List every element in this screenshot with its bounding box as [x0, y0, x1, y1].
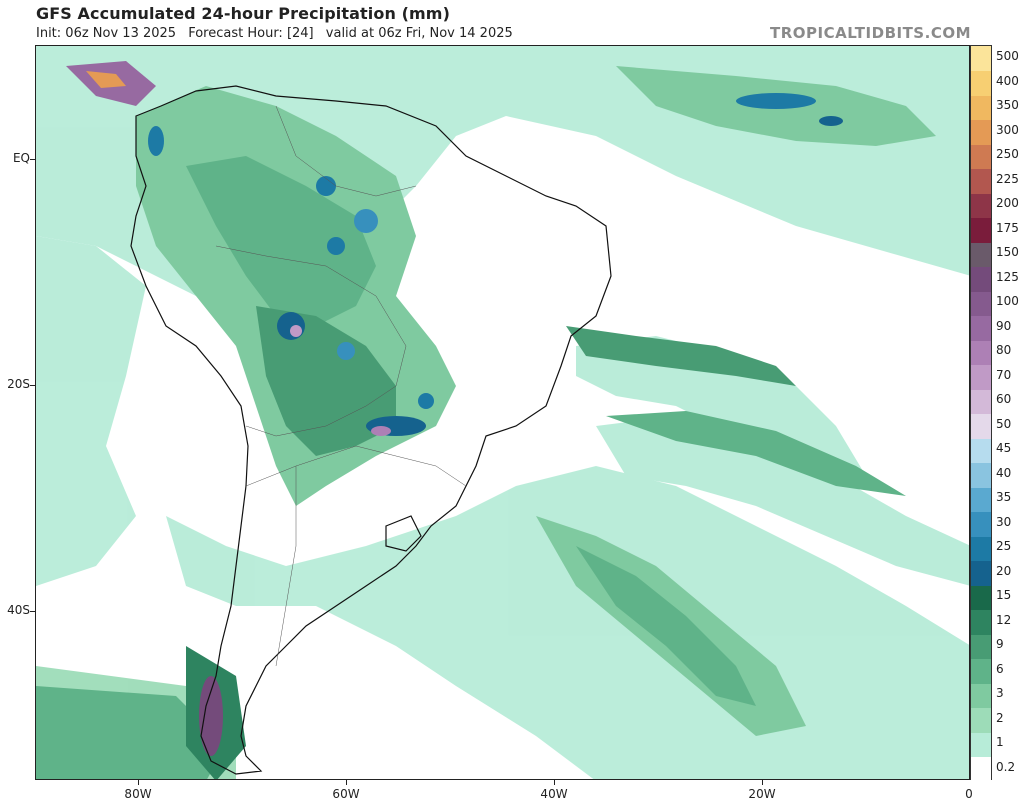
- lat-tick: [30, 611, 35, 612]
- lon-label-40w: 40W: [540, 787, 568, 801]
- colorbar-label: 500: [996, 49, 1019, 64]
- colorbar-label: 12: [996, 612, 1012, 627]
- colorbar-segment: [971, 732, 991, 757]
- colorbar-segment: [971, 609, 991, 635]
- colorbar-label: 9: [996, 637, 1004, 652]
- colorbar-segment: [971, 634, 991, 659]
- colorbar-label: 175: [996, 220, 1019, 235]
- colorbar-segment: [971, 119, 991, 145]
- colorbar-segment: [971, 658, 991, 684]
- lat-label-40s: 40S: [7, 603, 30, 617]
- colorbar: [970, 45, 992, 782]
- colorbar-label: 20: [996, 563, 1012, 578]
- colorbar-label: 35: [996, 490, 1012, 505]
- lon-label-60w: 60W: [332, 787, 360, 801]
- init-time: Init: 06z Nov 13 2025: [36, 26, 177, 41]
- colorbar-label: 25: [996, 539, 1012, 554]
- colorbar-label: 350: [996, 98, 1019, 113]
- valid-time: valid at 06z Fri, Nov 14 2025: [325, 26, 513, 41]
- colorbar-segment: [971, 95, 991, 120]
- colorbar-label: 80: [996, 343, 1012, 358]
- colorbar-segment: [971, 413, 991, 439]
- colorbar-label: 40: [996, 465, 1012, 480]
- colorbar-label: 30: [996, 514, 1012, 529]
- colorbar-label: 15: [996, 588, 1012, 603]
- colorbar-segment: [971, 536, 991, 561]
- colorbar-label: 3: [996, 686, 1004, 701]
- colorbar-label: 200: [996, 196, 1019, 211]
- colorbar-label: 150: [996, 245, 1019, 260]
- brand-watermark: TROPICALTIDBITS.COM: [770, 24, 971, 42]
- lat-label-eq: EQ: [12, 151, 30, 165]
- colorbar-label: 70: [996, 367, 1012, 382]
- country-borders: [215, 105, 467, 667]
- colorbar-label: 90: [996, 318, 1012, 333]
- colorbar-segment: [971, 315, 991, 341]
- colorbar-segment: [971, 683, 991, 708]
- lon-tick: [138, 780, 139, 785]
- colorbar-label: 225: [996, 171, 1019, 186]
- colorbar-label: 1: [996, 735, 1004, 750]
- colorbar-segment: [971, 389, 991, 414]
- colorbar-segment: [971, 462, 991, 488]
- colorbar-label: 300: [996, 122, 1019, 137]
- colorbar-label: 400: [996, 73, 1019, 88]
- colorbar-label: 45: [996, 441, 1012, 456]
- map-canvas: [36, 46, 969, 779]
- forecast-hour: Forecast Hour: [24]: [188, 26, 314, 41]
- colorbar-segment: [971, 168, 991, 194]
- lat-tick: [30, 385, 35, 386]
- colorbar-segment: [971, 511, 991, 537]
- coastlines: [130, 85, 612, 775]
- precip-medium-field: [36, 66, 936, 779]
- colorbar-label: 125: [996, 269, 1019, 284]
- colorbar-label: 50: [996, 416, 1012, 431]
- lon-label-80w: 80W: [124, 787, 152, 801]
- lon-tick: [554, 780, 555, 785]
- chart-subtitle: Init: 06z Nov 13 2025 Forecast Hour: [24…: [36, 26, 521, 41]
- colorbar-segment: [971, 560, 991, 586]
- colorbar-label: 60: [996, 392, 1012, 407]
- colorbar-segment: [971, 266, 991, 292]
- lon-tick: [762, 780, 763, 785]
- colorbar-segment: [971, 487, 991, 512]
- colorbar-segment: [971, 70, 991, 96]
- colorbar-segment: [971, 193, 991, 218]
- colorbar-label: 2: [996, 710, 1004, 725]
- colorbar-label: 0.2: [996, 759, 1016, 774]
- colorbar-segment: [971, 756, 991, 782]
- colorbar-label: 100: [996, 294, 1019, 309]
- colorbar-segment: [971, 46, 991, 71]
- colorbar-segment: [971, 364, 991, 390]
- precip-heavy-cores: [66, 61, 843, 756]
- colorbar-segment: [971, 340, 991, 365]
- lon-label-0: 0: [965, 787, 973, 801]
- lon-tick: [346, 780, 347, 785]
- lon-label-20w: 20W: [748, 787, 776, 801]
- lat-tick: [30, 159, 35, 160]
- chart-title: GFS Accumulated 24-hour Precipitation (m…: [36, 4, 450, 23]
- colorbar-label: 250: [996, 147, 1019, 162]
- colorbar-segment: [971, 707, 991, 733]
- colorbar-segment: [971, 438, 991, 463]
- colorbar-segment: [971, 242, 991, 267]
- colorbar-segment: [971, 144, 991, 169]
- precipitation-map: [35, 45, 970, 780]
- colorbar-segment: [971, 291, 991, 316]
- colorbar-segment: [971, 217, 991, 243]
- lat-label-20s: 20S: [7, 377, 30, 391]
- colorbar-segment: [971, 585, 991, 610]
- colorbar-label: 6: [996, 661, 1004, 676]
